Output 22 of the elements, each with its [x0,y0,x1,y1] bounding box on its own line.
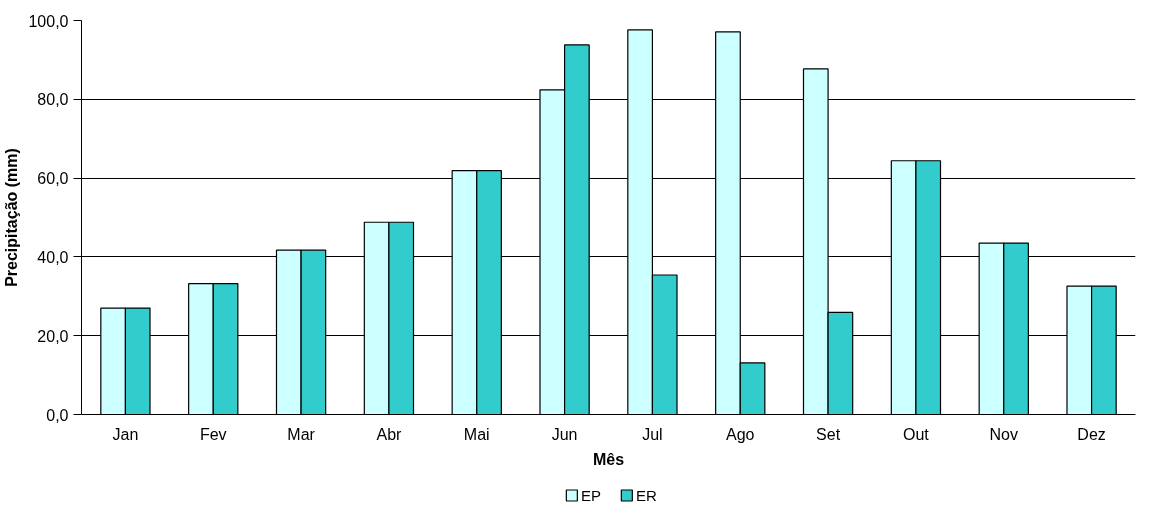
y-axis-title: Precipitação (mm) [3,148,21,287]
x-tick-label: Abr [376,425,403,443]
legend-label: EP [581,487,602,504]
x-tick-label: Out [903,425,930,443]
x-tick-label: Fev [199,425,227,443]
y-tick-label: 20,0 [37,327,69,345]
x-tick-label: Mar [287,425,316,443]
y-tick-label: 40,0 [37,248,69,266]
x-tick-label: Ago [726,425,755,443]
x-tick-label: Jun [551,425,578,443]
x-tick-label: Set [816,425,841,443]
y-tick-label: 100,0 [28,12,69,30]
y-tick-label: 80,0 [37,91,69,109]
x-tick-label: Dez [1077,425,1106,443]
y-tick-label: 0,0 [46,406,69,424]
legend-label: ER [636,487,657,504]
x-tick-label: Mai [463,425,490,443]
x-tick-label: Nov [989,425,1018,443]
x-tick-label: Jan [112,425,139,443]
x-axis-title: Mês [592,450,625,468]
y-tick-label: 60,0 [37,170,69,188]
x-tick-label: Jul [642,425,663,443]
